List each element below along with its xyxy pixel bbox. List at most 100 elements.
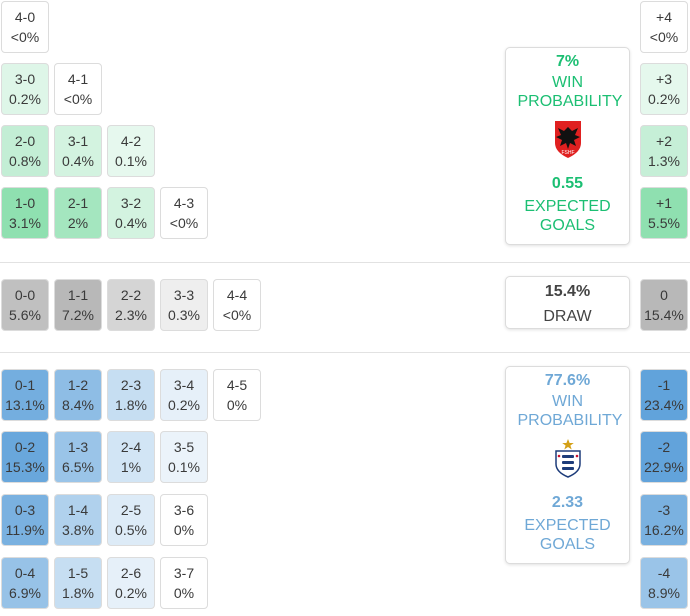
cell-scoreline: 1-3 [67,439,89,455]
cell-probability: 2.3% [115,307,147,323]
cell-scoreline: 1-0 [14,195,36,211]
home-win-scoreline-cell: 3-0 0.2% [1,63,49,115]
cell-scoreline: 1-5 [67,565,89,581]
home-win-scoreline-cell: 3-1 0.4% [54,125,102,177]
cell-probability: 16.2% [644,522,684,538]
cell-scoreline: 4-3 [173,195,195,211]
home-margin-cell: +3 0.2% [640,63,688,115]
away-margin-cell: -2 22.9% [640,431,688,483]
home-win-scoreline-cell: 4-1 <0% [54,63,102,115]
cell-probability: 1% [120,459,142,475]
away-summary-card: 77.6% WIN PROBABILITY 2.33 EXPECTED GOAL… [505,366,630,564]
cell-probability: 13.1% [5,397,45,413]
cell-probability: 2% [67,215,89,231]
cell-scoreline: 4-5 [226,377,248,393]
cell-scoreline: 2-3 [120,377,142,393]
home-xg-label: EXPECTED GOALS [524,198,611,234]
home-win-scoreline-cell: 2-1 2% [54,187,102,239]
cell-probability: <0% [63,91,93,107]
cell-scoreline: 0 [660,287,668,303]
svg-text:FSHF: FSHF [561,150,574,156]
home-margin-cell: +1 5.5% [640,187,688,239]
cell-probability: 0.2% [168,397,200,413]
cell-scoreline: 1-2 [67,377,89,393]
home-win-scoreline-cell: 2-0 0.8% [1,125,49,177]
cell-probability: 23.4% [644,397,684,413]
cell-scoreline: 1-1 [67,287,89,303]
cell-scoreline: +3 [656,71,672,87]
draw-scoreline-cell: 2-2 2.3% [107,279,155,331]
away-xg-label: EXPECTED GOALS [524,517,611,553]
cell-scoreline: 0-0 [14,287,36,303]
away-win-scoreline-cell: 2-5 0.5% [107,494,155,546]
home-win-scoreline-cell: 4-3 <0% [160,187,208,239]
draw-margin-cell: 0 15.4% [640,279,688,331]
cell-scoreline: +1 [656,195,672,211]
cell-probability: 0.4% [115,215,147,231]
away-win-scoreline-cell: 0-4 6.9% [1,557,49,609]
cell-probability: 8.9% [648,585,680,601]
cell-probability: 3.8% [62,522,94,538]
cell-scoreline: -4 [657,565,671,581]
home-win-probability: 7% [555,53,580,70]
away-margin-cell: -4 8.9% [640,557,688,609]
draw-scoreline-cell: 1-1 7.2% [54,279,102,331]
cell-scoreline: -2 [657,439,671,455]
cell-probability: 5.6% [9,307,41,323]
away-win-scoreline-cell: 0-2 15.3% [1,431,49,483]
cell-scoreline: 0-3 [14,502,36,518]
away-margin-cell: -3 16.2% [640,494,688,546]
home-expected-goals: 0.55 [551,175,584,192]
cell-probability: 0.3% [168,307,200,323]
away-win-scoreline-cell: 1-3 6.5% [54,431,102,483]
away-win-scoreline-cell: 0-3 11.9% [1,494,49,546]
draw-probability: 15.4% [544,283,591,300]
away-win-scoreline-cell: 3-7 0% [160,557,208,609]
home-summary-card: 7% WIN PROBABILITY FSHF 0.55 EXPECTED GO… [505,47,630,245]
away-win-scoreline-cell: 3-4 0.2% [160,369,208,421]
cell-scoreline: 2-5 [120,502,142,518]
away-win-probability: 77.6% [544,372,591,389]
section-divider [0,352,690,353]
cell-scoreline: 0-2 [14,439,36,455]
home-margin-cell: +4 <0% [640,1,688,53]
cell-probability: 1.8% [115,397,147,413]
cell-scoreline: 2-2 [120,287,142,303]
cell-probability: 11.9% [5,522,45,538]
cell-probability: 0% [173,585,195,601]
cell-scoreline: 4-4 [226,287,248,303]
away-win-label: WIN PROBABILITY [517,393,623,429]
cell-probability: 1.3% [648,153,680,169]
cell-probability: 1.8% [62,585,94,601]
cell-scoreline: 2-0 [14,133,36,149]
cell-probability: 0.2% [115,585,147,601]
away-win-scoreline-cell: 2-4 1% [107,431,155,483]
cell-probability: 15.3% [5,459,45,475]
home-win-label: WIN PROBABILITY [517,74,623,110]
cell-probability: 0.4% [62,153,94,169]
away-expected-goals: 2.33 [551,494,584,511]
cell-probability: <0% [222,307,252,323]
away-win-scoreline-cell: 1-5 1.8% [54,557,102,609]
cell-probability: 6.9% [9,585,41,601]
cell-scoreline: 4-2 [120,133,142,149]
cell-probability: 0.1% [168,459,200,475]
albania-fshf-crest-icon: FSHF [553,119,583,164]
cell-scoreline: 3-1 [67,133,89,149]
away-win-scoreline-cell: 2-6 0.2% [107,557,155,609]
away-margin-cell: -1 23.4% [640,369,688,421]
cell-probability: 0.8% [9,153,41,169]
cell-probability: 15.4% [644,307,684,323]
england-three-lions-crest-icon [553,438,583,483]
home-margin-cell: +2 1.3% [640,125,688,177]
cell-probability: 0% [226,397,248,413]
cell-scoreline: 4-1 [67,71,89,87]
home-win-scoreline-cell: 4-2 0.1% [107,125,155,177]
draw-label: DRAW [543,308,592,325]
cell-probability: 8.4% [62,397,94,413]
cell-scoreline: 3-0 [14,71,36,87]
cell-probability: <0% [169,215,199,231]
cell-scoreline: 3-3 [173,287,195,303]
away-win-scoreline-cell: 3-6 0% [160,494,208,546]
cell-probability: <0% [10,29,40,45]
